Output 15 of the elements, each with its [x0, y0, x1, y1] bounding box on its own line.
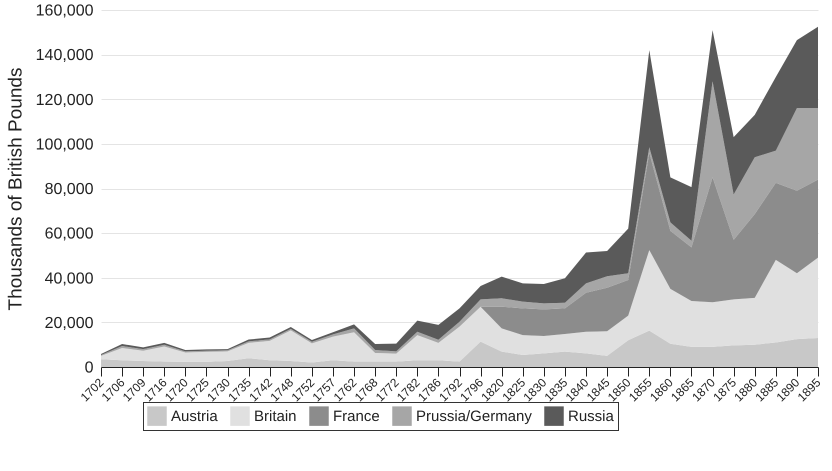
- y-axis-title: Thousands of British Pounds: [6, 68, 27, 310]
- legend-label: Russia: [568, 408, 615, 426]
- y-tick-label: 160,000: [36, 2, 94, 20]
- legend-label: France: [333, 408, 380, 426]
- y-tick-label: 0: [84, 360, 94, 376]
- y-tick-label: 100,000: [36, 136, 94, 154]
- y-tick-label: 20,000: [44, 314, 94, 332]
- legend-label: Austria: [171, 408, 218, 426]
- y-tick-label: 60,000: [44, 226, 94, 243]
- legend-label: Britain: [254, 408, 297, 426]
- y-tick-label: 140,000: [36, 47, 94, 64]
- legend-label: Prussia/Germany: [416, 408, 532, 426]
- y-tick-label: 120,000: [36, 92, 94, 109]
- y-tick-label: 40,000: [44, 270, 94, 288]
- y-tick-label: 80,000: [44, 181, 94, 198]
